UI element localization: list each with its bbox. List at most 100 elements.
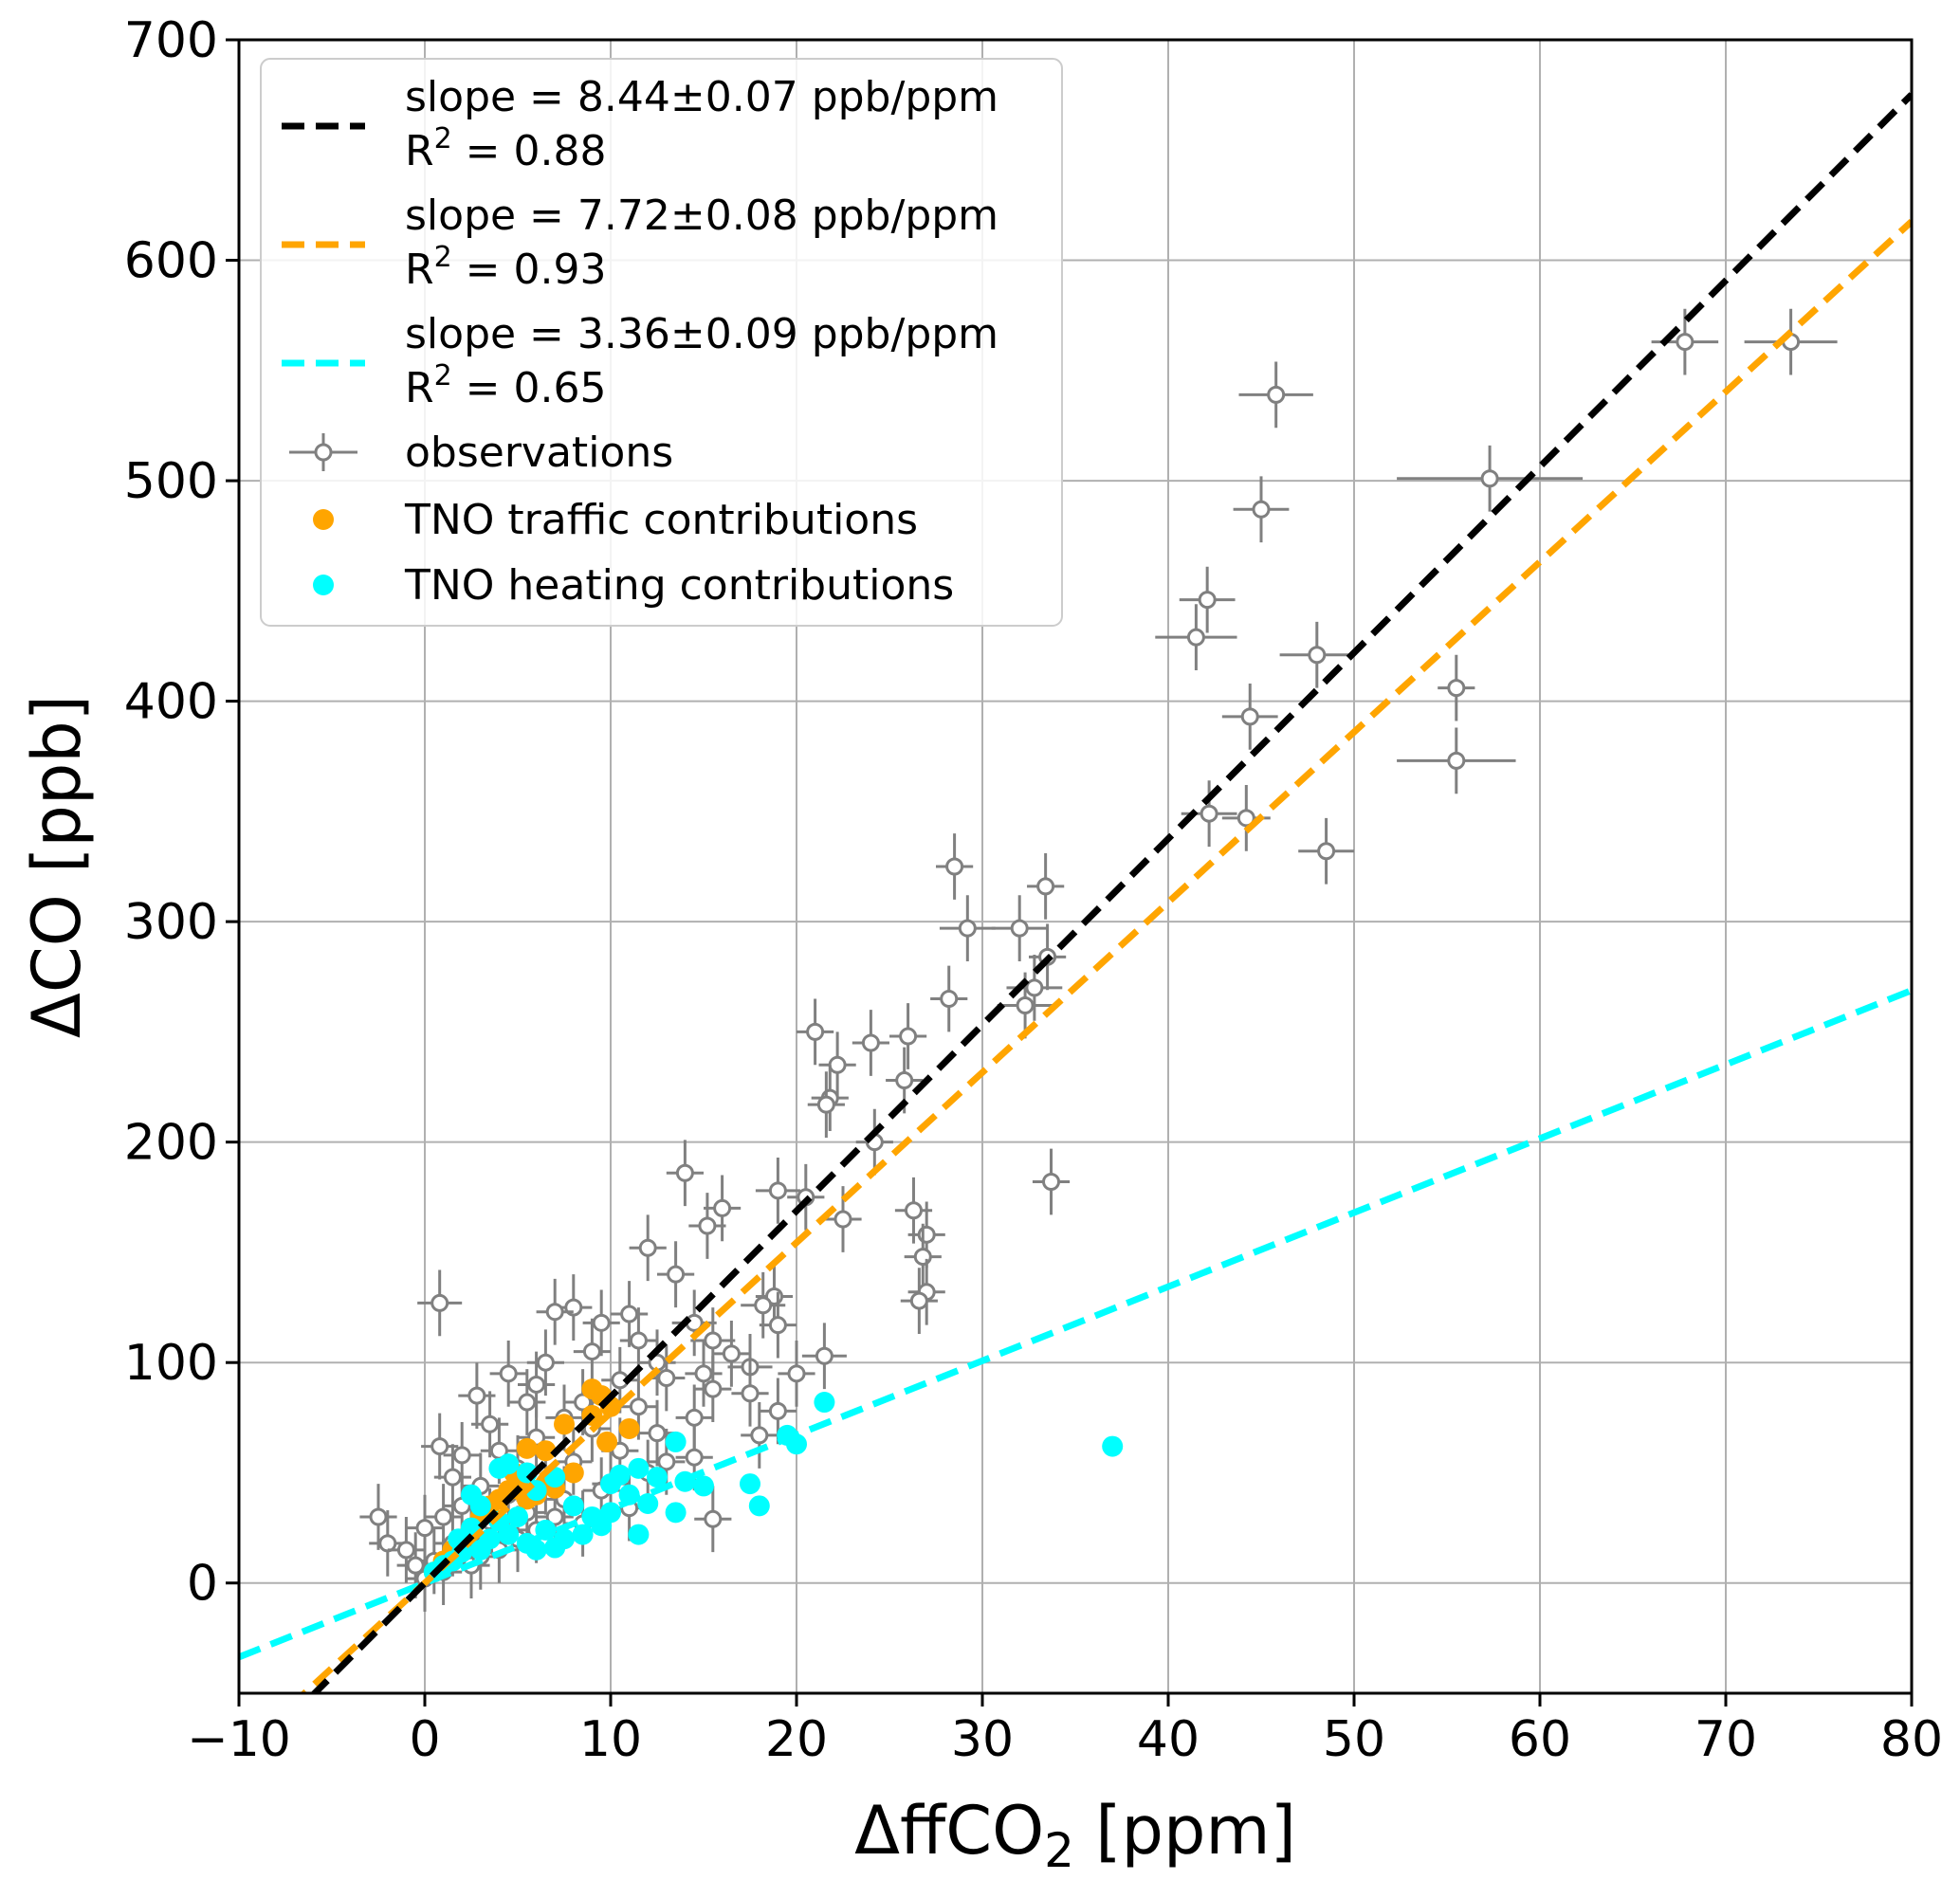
observation-point: [387, 1516, 425, 1583]
x-axis-title: ΔffCO2 [ppm]: [854, 1792, 1296, 1878]
x-tick-label: 60: [1509, 1711, 1571, 1768]
legend-label-observations: observations: [405, 429, 673, 477]
y-tick-label: 600: [124, 233, 218, 290]
observation-point: [818, 1031, 856, 1099]
observation-point: [648, 1344, 686, 1412]
heating-point: [628, 1457, 650, 1479]
legend-swatch-observations: [289, 433, 357, 471]
observation-point: [425, 1484, 463, 1550]
heating-point: [572, 1524, 594, 1545]
observation-point: [489, 1340, 527, 1407]
observation-point: [619, 1373, 657, 1440]
legend-label-fit-orange-slope: slope = 7.72±0.08 ppb/ppm: [405, 192, 998, 240]
observation-point: [573, 1318, 611, 1385]
y-tick-label: 200: [124, 1115, 218, 1172]
fit-line: [299, 219, 1912, 1693]
traffic-point: [618, 1417, 640, 1439]
observation-point: [1298, 817, 1354, 885]
observation-point: [1155, 604, 1237, 671]
observation-point: [894, 1177, 933, 1244]
observation-point: [1233, 476, 1290, 543]
heating-point: [600, 1473, 621, 1495]
observation-point: [797, 998, 834, 1066]
observation-point: [433, 1444, 471, 1510]
observation-point: [755, 1157, 800, 1224]
fit-line: [309, 92, 1912, 1693]
observation-point: [889, 1003, 927, 1069]
y-tick-label: 0: [187, 1556, 218, 1613]
heating-point: [748, 1495, 770, 1517]
observation-point: [852, 1010, 889, 1076]
observation-point: [1397, 727, 1516, 794]
traffic-point: [535, 1440, 557, 1462]
plot-frame: [237, 38, 1914, 1695]
observation-point: [688, 1193, 726, 1259]
heating-point: [600, 1502, 621, 1524]
observation-point: [582, 1289, 620, 1357]
traffic-point: [516, 1437, 538, 1459]
y-tick-label: 500: [124, 453, 218, 510]
observation-point: [417, 1269, 463, 1337]
y-tick-label: 700: [124, 12, 218, 69]
legend-label-fit-orange-r2: R2 = 0.93: [405, 241, 606, 294]
observation-point: [638, 1399, 676, 1467]
heating-point: [693, 1475, 714, 1497]
heating-point: [665, 1431, 687, 1452]
observation-point: [1181, 780, 1237, 848]
observation-point: [1397, 445, 1584, 512]
observation-point: [904, 1223, 942, 1290]
observation-point: [657, 1241, 695, 1308]
x-tick-label: 0: [409, 1711, 440, 1768]
observation-point: [666, 1140, 704, 1207]
observation-point: [536, 1278, 574, 1345]
observation-point: [1027, 853, 1065, 920]
plot-area: [239, 92, 1912, 1693]
heating-point: [628, 1524, 650, 1545]
legend-label-heating: TNO heating contributions: [404, 561, 954, 610]
legend: slope = 8.44±0.07 ppb/ppm R2 = 0.88 slop…: [260, 58, 1063, 627]
observation-point: [471, 1391, 509, 1458]
observation-point: [694, 1356, 732, 1422]
observation-point: [759, 1291, 797, 1359]
x-tick-label: 50: [1323, 1711, 1385, 1768]
observation-point: [900, 1268, 938, 1334]
observation-point: [458, 1362, 496, 1429]
traffic-point: [562, 1462, 584, 1484]
x-tick-label: 20: [765, 1711, 828, 1768]
legend-label-fit-black-r2: R2 = 0.88: [405, 122, 606, 175]
observation-point: [930, 965, 968, 1032]
y-axis-ticks: 0 100 200 300 400 500 600 700: [124, 12, 239, 1613]
traffic-point: [554, 1414, 575, 1435]
observation-point: [939, 895, 996, 961]
observation-point: [1032, 1148, 1071, 1215]
observation-point: [619, 1307, 657, 1374]
heating-point: [525, 1539, 547, 1561]
observation-point: [991, 895, 1048, 961]
observation-point: [807, 1071, 845, 1139]
x-tick-label: 70: [1694, 1711, 1757, 1768]
observation-point: [824, 1186, 862, 1252]
heating-point: [507, 1506, 528, 1527]
heating-point: [544, 1537, 566, 1559]
y-tick-label: 400: [124, 674, 218, 731]
observation-point: [685, 1340, 723, 1407]
observation-point: [1221, 683, 1278, 750]
observation-point: [801, 1323, 847, 1390]
traffic-point: [596, 1431, 618, 1452]
x-tick-label: 30: [951, 1711, 1014, 1768]
legend-label-fit-black-slope: slope = 8.44±0.07 ppb/ppm: [405, 73, 998, 121]
heating-point: [814, 1392, 835, 1414]
legend-swatch-heating: [313, 575, 334, 595]
observation-point: [359, 1484, 397, 1550]
x-axis-ticks: −10 0 10 20 30 40 50 60 70 80: [187, 1693, 1943, 1768]
observation-point: [731, 1360, 769, 1427]
observation-point: [369, 1509, 407, 1577]
y-tick-label: 300: [124, 894, 218, 951]
x-tick-label: −10: [187, 1711, 291, 1768]
y-axis-title: ΔCO [ppb]: [18, 695, 96, 1038]
heating-point: [498, 1453, 520, 1475]
heating-point: [740, 1473, 760, 1495]
heating-point: [647, 1467, 668, 1488]
x-tick-label: 10: [579, 1711, 642, 1768]
